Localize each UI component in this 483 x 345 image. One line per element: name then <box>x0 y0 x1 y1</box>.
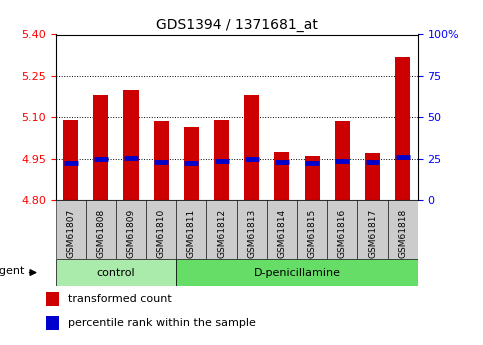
Bar <box>46 292 59 306</box>
Bar <box>176 259 418 286</box>
Bar <box>357 200 388 259</box>
Text: percentile rank within the sample: percentile rank within the sample <box>68 318 256 328</box>
Text: GSM61810: GSM61810 <box>156 209 166 258</box>
Text: GSM61813: GSM61813 <box>247 209 256 258</box>
Bar <box>146 200 176 259</box>
Text: D-penicillamine: D-penicillamine <box>254 268 341 277</box>
Bar <box>86 200 116 259</box>
Bar <box>365 153 380 200</box>
Bar <box>267 200 297 259</box>
Bar <box>274 152 289 200</box>
Text: transformed count: transformed count <box>68 294 172 304</box>
Text: GSM61812: GSM61812 <box>217 209 226 258</box>
Bar <box>297 200 327 259</box>
Bar <box>116 200 146 259</box>
Text: GSM61814: GSM61814 <box>277 209 286 258</box>
Text: GSM61809: GSM61809 <box>127 209 136 258</box>
Bar <box>395 57 410 200</box>
Text: GSM61811: GSM61811 <box>187 209 196 258</box>
Text: agent: agent <box>0 266 25 276</box>
Bar <box>176 200 207 259</box>
Text: GSM61815: GSM61815 <box>308 209 317 258</box>
Bar <box>184 127 199 200</box>
Bar <box>63 120 78 200</box>
Bar <box>56 200 86 259</box>
Bar <box>154 121 169 200</box>
Text: GSM61808: GSM61808 <box>96 209 105 258</box>
Text: control: control <box>97 268 135 277</box>
Bar <box>93 95 108 200</box>
Bar <box>56 259 176 286</box>
Bar <box>388 200 418 259</box>
Bar <box>327 200 357 259</box>
Bar <box>335 121 350 200</box>
Text: GSM61817: GSM61817 <box>368 209 377 258</box>
Text: GSM61807: GSM61807 <box>66 209 75 258</box>
Bar <box>46 316 59 331</box>
Text: GSM61816: GSM61816 <box>338 209 347 258</box>
Bar <box>214 120 229 200</box>
Bar <box>207 200 237 259</box>
Bar <box>305 156 320 200</box>
Bar <box>244 95 259 200</box>
Title: GDS1394 / 1371681_at: GDS1394 / 1371681_at <box>156 18 318 32</box>
Bar <box>237 200 267 259</box>
Text: GSM61818: GSM61818 <box>398 209 407 258</box>
Bar <box>124 90 139 200</box>
